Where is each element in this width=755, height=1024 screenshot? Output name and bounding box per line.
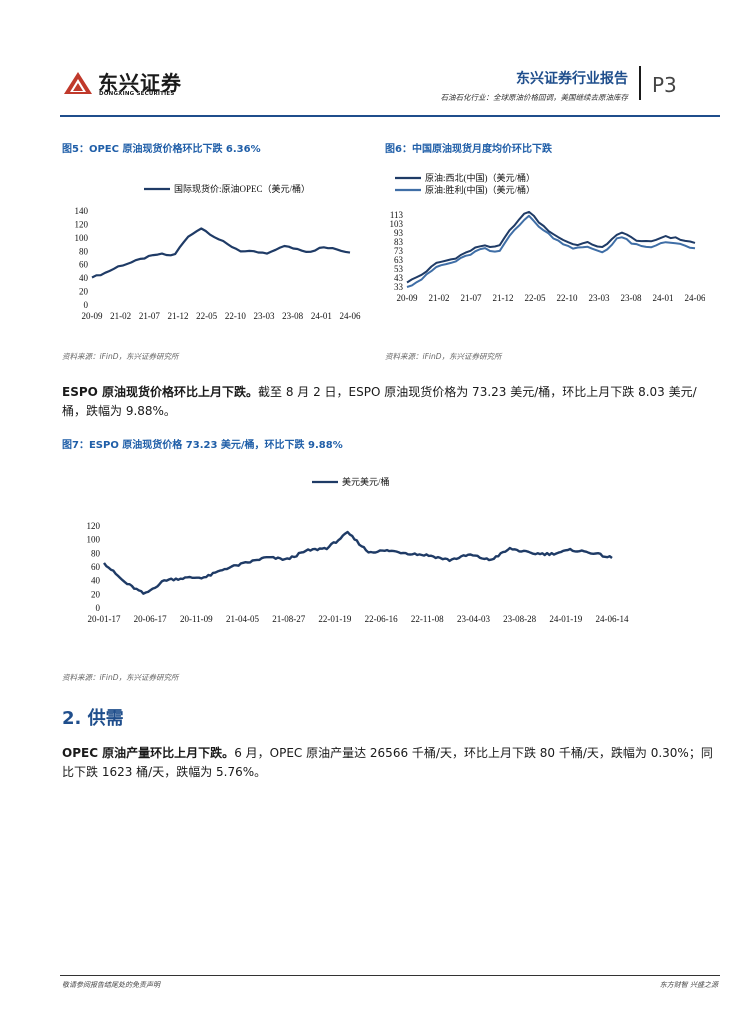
- x-tick-label: 24-06: [685, 293, 706, 303]
- x-tick-label: 21-07: [461, 293, 482, 303]
- y-tick-label: 20: [91, 589, 101, 599]
- series-line: [406, 210, 696, 284]
- y-tick-label: 33: [394, 282, 404, 292]
- x-tick-label: 23-03: [589, 293, 610, 303]
- footer-slogan: 东方财智 兴盛之源: [659, 981, 718, 989]
- figure-5-title: 图5：OPEC 原油现货价格环比下跌 6.36%: [62, 144, 261, 155]
- x-tick-label: 24-01-19: [549, 614, 582, 624]
- y-tick-label: 0: [96, 603, 101, 613]
- paragraph-opec-body: 6 月，OPEC 原油产量达 26566 千桶/天，环比上月下跌 80 千桶/天…: [62, 746, 713, 779]
- figure-6-title: 图6：中国原油现货月度均价环比下跌: [385, 144, 552, 155]
- x-tick-label: 20-11-09: [180, 614, 213, 624]
- y-tick-label: 0: [84, 300, 89, 310]
- y-tick-label: 113: [390, 210, 404, 220]
- x-tick-label: 21-02: [110, 311, 131, 320]
- x-tick-label: 24-01: [653, 293, 674, 303]
- x-tick-label: 21-07: [139, 311, 160, 320]
- y-tick-label: 40: [79, 273, 89, 283]
- x-tick-label: 22-05: [525, 293, 546, 303]
- legend-label: 美元美元/桶: [342, 476, 390, 487]
- legend-label: 国际现货价:原油OPEC（美元/桶）: [174, 183, 310, 194]
- x-tick-label: 20-09: [82, 311, 103, 320]
- series-line: [103, 530, 613, 595]
- x-tick-label: 20-09: [397, 293, 418, 303]
- y-tick-label: 60: [91, 562, 101, 572]
- y-tick-label: 120: [87, 521, 101, 531]
- paragraph-espo-body: 截至 8 月 2 日，ESPO 原油现货价格为 73.23 美元/桶，环比上月下…: [62, 385, 697, 418]
- x-tick-label: 21-02: [429, 293, 450, 303]
- chart-opec-price: 0 20 40 60 80 100 120 140 20-09 21-02 21-07 21-12 22…: [75, 183, 361, 320]
- x-tick-label: 22-11-08: [411, 614, 444, 624]
- x-tick-label: 22-10: [557, 293, 578, 303]
- y-tick-label: 100: [87, 535, 101, 545]
- y-tick-label: 83: [394, 237, 404, 247]
- x-tick-label: 23-08: [621, 293, 642, 303]
- header-rule: [60, 115, 720, 117]
- x-tick-label: 22-05: [196, 311, 217, 320]
- x-tick-label: 21-12: [168, 311, 189, 320]
- x-tick-label: 22-01-19: [318, 614, 351, 624]
- y-tick-label: 60: [79, 260, 89, 270]
- y-tick-label: 20: [79, 287, 89, 297]
- logo-icon: [64, 72, 92, 94]
- series-line: [91, 227, 351, 279]
- y-tick-label: 120: [75, 219, 89, 229]
- figure-6-source: 资料来源：iFinD，东兴证券研究所: [385, 352, 502, 361]
- footer-rule: [60, 975, 720, 976]
- x-tick-label: 21-04-05: [226, 614, 259, 624]
- y-tick-label: 100: [75, 233, 89, 243]
- report-type: 东兴证券行业报告: [516, 71, 628, 87]
- x-tick-label: 23-08-28: [503, 614, 536, 624]
- x-tick-label: 20-06-17: [134, 614, 167, 624]
- figure-5-source: 资料来源：iFinD，东兴证券研究所: [62, 352, 179, 361]
- paragraph-opec: OPEC 原油产量环比上月下跌。6 月，OPEC 原油产量达 26566 千桶/…: [62, 744, 718, 782]
- y-tick-label: 103: [390, 219, 404, 229]
- series-line: [406, 214, 696, 288]
- y-tick-label: 43: [394, 273, 404, 283]
- x-tick-label: 24-01: [311, 311, 332, 320]
- paragraph-espo-lead: ESPO 原油现货价格环比上月下跌。: [62, 385, 259, 399]
- x-tick-label: 24-06: [340, 311, 361, 320]
- figure-7-source: 资料来源：iFinD，东兴证券研究所: [62, 673, 179, 682]
- x-tick-label: 21-12: [493, 293, 514, 303]
- x-tick-label: 21-08-27: [272, 614, 305, 624]
- x-tick-label: 23-08: [282, 311, 303, 320]
- logo-english-text: DONGXING SECURITIES: [99, 91, 175, 97]
- y-tick-label: 63: [394, 255, 404, 265]
- y-tick-label: 40: [91, 576, 101, 586]
- header-divider: [639, 66, 641, 100]
- section-title: 2. 供需: [62, 708, 124, 729]
- x-tick-label: 22-10: [225, 311, 246, 320]
- page-number: P3: [652, 73, 677, 97]
- logo-text: 东兴证券: [98, 71, 182, 95]
- x-tick-label: 20-01-17: [88, 614, 121, 624]
- legend-label: 原油:胜利(中国)（美元/桶）: [425, 184, 535, 195]
- x-tick-label: 23-03: [254, 311, 275, 320]
- legend-label: 原油:西北(中国)（美元/桶）: [425, 172, 535, 183]
- y-tick-label: 93: [394, 228, 404, 238]
- x-tick-label: 22-06-16: [365, 614, 398, 624]
- footer-disclaimer: 敬请参阅报告结尾处的免责声明: [62, 981, 160, 989]
- chart-espo-price: 0 20 40 60 80 100 120 20-01-17 20-06-17 20-11-09 2…: [87, 476, 629, 624]
- y-tick-label: 80: [79, 246, 89, 256]
- report-subtitle: 石油石化行业：全球原油价格回调，美国继续去原油库存: [440, 93, 629, 102]
- x-tick-label: 24-06-14: [596, 614, 629, 624]
- y-tick-label: 73: [394, 246, 404, 256]
- x-tick-label: 23-04-03: [457, 614, 490, 624]
- figure-7-title: 图7：ESPO 原油现货价格 73.23 美元/桶，环比下跌 9.88%: [62, 440, 343, 451]
- paragraph-opec-lead: OPEC 原油产量环比上月下跌。: [62, 746, 235, 760]
- y-tick-label: 140: [75, 206, 89, 216]
- y-tick-label: 80: [91, 548, 101, 558]
- paragraph-espo: ESPO 原油现货价格环比上月下跌。截至 8 月 2 日，ESPO 原油现货价格…: [62, 383, 718, 421]
- y-tick-label: 53: [394, 264, 404, 274]
